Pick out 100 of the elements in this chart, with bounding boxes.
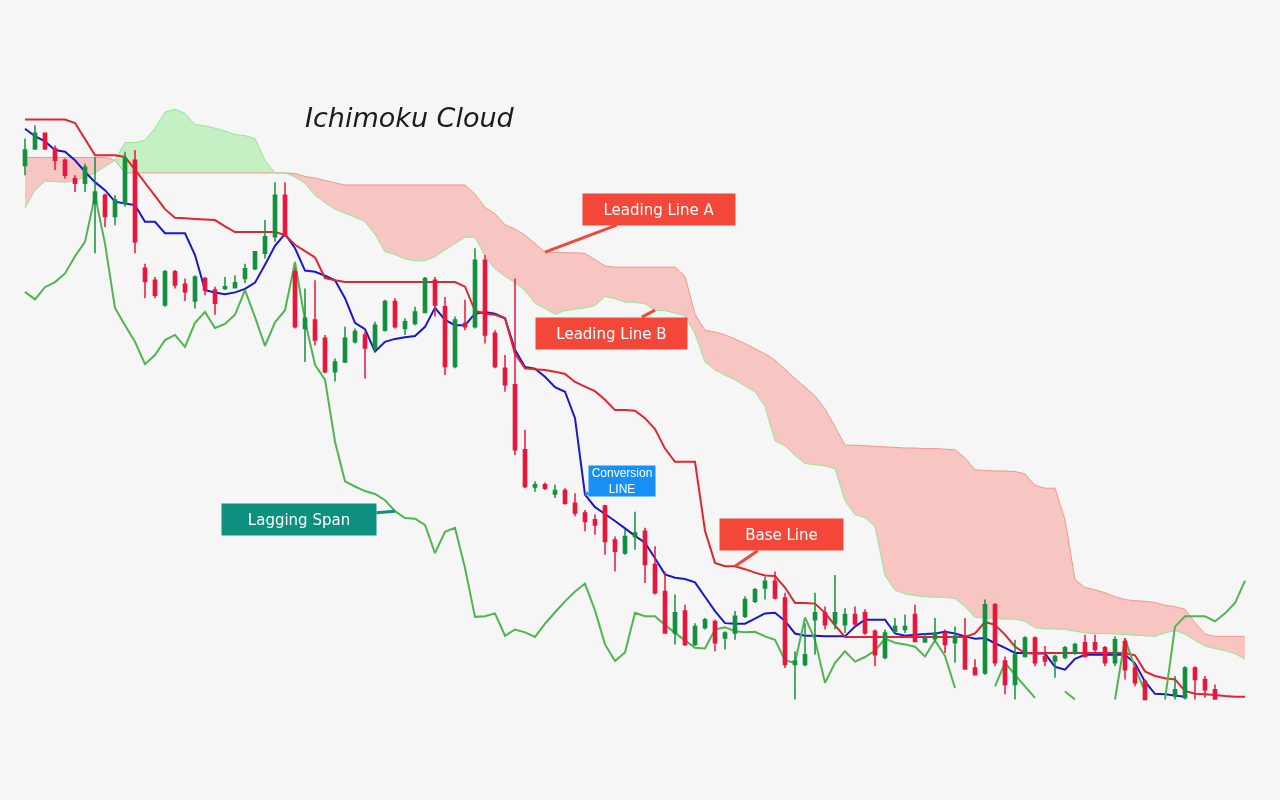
- candlestick: [542, 481, 548, 491]
- candlestick: [142, 262, 148, 299]
- candlestick: [822, 605, 828, 631]
- candlestick: [62, 157, 68, 180]
- candlestick: [232, 274, 238, 290]
- candlestick: [472, 247, 478, 330]
- candlestick: [502, 354, 508, 393]
- candlestick: [742, 595, 748, 619]
- candlestick: [552, 484, 558, 499]
- candlestick: [662, 570, 668, 634]
- candlestick: [122, 150, 128, 208]
- candlestick: [332, 357, 338, 383]
- candlestick: [912, 604, 918, 643]
- candlestick: [1122, 637, 1128, 681]
- candlestick: [442, 296, 448, 376]
- candlestick: [352, 327, 358, 345]
- candlestick: [92, 156, 98, 255]
- candlestick: [202, 276, 208, 297]
- candlestick: [1092, 633, 1098, 654]
- candlestick: [272, 181, 278, 243]
- candlestick: [372, 320, 378, 353]
- candlestick: [842, 607, 848, 634]
- candlestick: [112, 194, 118, 226]
- candlestick: [602, 504, 608, 556]
- candlestick: [892, 617, 898, 634]
- candlestick: [762, 575, 768, 601]
- candlestick: [22, 137, 28, 177]
- candlestick: [1002, 655, 1008, 696]
- candlestick: [612, 535, 618, 573]
- candlestick: [792, 650, 798, 701]
- candlestick: [682, 604, 688, 647]
- candlestick: [942, 628, 948, 654]
- candlestick: [922, 632, 928, 644]
- candlestick: [512, 277, 518, 456]
- series-label: Base Line: [745, 525, 818, 544]
- candlestick: [1032, 635, 1038, 667]
- candlestick: [522, 428, 528, 489]
- candlestick: [632, 511, 638, 551]
- candlestick: [262, 219, 268, 260]
- candlestick: [32, 124, 38, 151]
- candlestick: [152, 276, 158, 299]
- candlestick: [772, 570, 778, 601]
- candlestick: [1202, 675, 1208, 699]
- candlestick: [362, 330, 368, 380]
- candlestick: [932, 617, 938, 643]
- series-label: Lagging Span: [247, 510, 351, 529]
- candlestick: [532, 480, 538, 493]
- candlestick: [622, 528, 628, 556]
- candlestick: [1102, 645, 1108, 667]
- candlestick: [722, 630, 728, 651]
- candlestick: [972, 658, 978, 676]
- candlestick: [72, 174, 78, 193]
- candlestick: [652, 545, 658, 596]
- candlestick: [432, 276, 438, 318]
- chart-title: Ichimoku Cloud: [305, 102, 515, 134]
- candlestick: [1042, 645, 1048, 667]
- series-label: Leading Line B: [556, 324, 667, 343]
- candlestick: [482, 254, 488, 345]
- candlestick: [1132, 662, 1138, 688]
- candlestick: [242, 262, 248, 284]
- candlestick: [192, 274, 198, 310]
- candlestick: [212, 285, 218, 316]
- candlestick: [732, 610, 738, 641]
- text: Leading Line A: [603, 200, 715, 219]
- candlestick: [1012, 639, 1018, 701]
- candlestick: [802, 622, 808, 667]
- candlestick: [952, 625, 958, 664]
- candlestick: [862, 608, 868, 636]
- candlestick: [462, 299, 468, 332]
- candlestick: [392, 297, 398, 330]
- candlestick: [102, 192, 108, 228]
- candlestick: [302, 287, 308, 363]
- candlestick: [282, 181, 288, 238]
- candlestick: [1212, 683, 1218, 701]
- candlestick: [402, 317, 408, 336]
- candlestick: [1082, 633, 1088, 659]
- candlestick: [672, 593, 678, 646]
- candlestick: [872, 628, 878, 667]
- candlestick: [1192, 665, 1198, 701]
- candlestick: [1172, 675, 1178, 701]
- candlestick: [902, 613, 908, 634]
- candlestick: [572, 492, 578, 518]
- candlestick: [832, 574, 838, 631]
- candlestick: [1052, 653, 1058, 679]
- candlestick: [562, 487, 568, 506]
- candlestick: [222, 276, 228, 291]
- candlestick: [52, 144, 58, 171]
- candlestick: [182, 277, 188, 302]
- candlestick: [412, 306, 418, 326]
- candlestick: [852, 605, 858, 628]
- candlestick: [82, 163, 88, 193]
- candlestick: [812, 591, 818, 656]
- candlestick: [172, 269, 178, 290]
- candlestick: [592, 513, 598, 536]
- candlestick: [582, 509, 588, 533]
- candlestick: [642, 527, 648, 584]
- candlestick: [342, 326, 348, 364]
- candlestick: [962, 617, 968, 671]
- candlestick: [132, 149, 138, 255]
- candlestick: [312, 279, 318, 346]
